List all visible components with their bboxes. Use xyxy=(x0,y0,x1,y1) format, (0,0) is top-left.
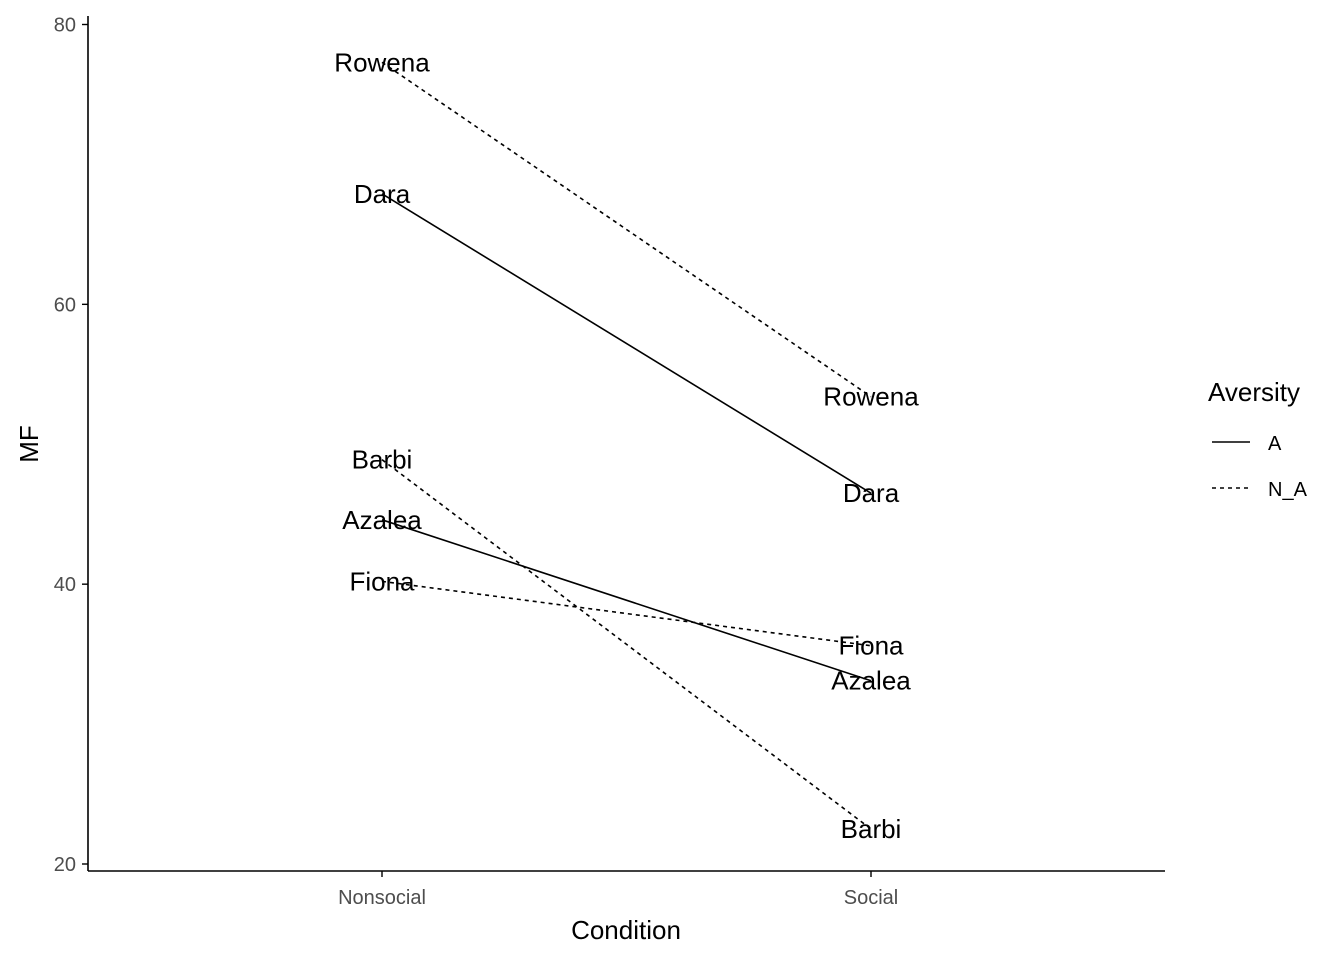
point-label-barbi: Barbi xyxy=(841,814,902,844)
point-label-fiona: Fiona xyxy=(838,631,904,661)
series-line-fiona xyxy=(381,580,872,647)
point-label-fiona: Fiona xyxy=(349,566,415,596)
point-label-dara: Dara xyxy=(354,179,411,209)
series-line-azalea xyxy=(381,519,872,682)
legend-title: Aversity xyxy=(1208,377,1300,407)
y-ticks: 20 40 60 80 xyxy=(54,15,88,876)
x-tick-label: Social xyxy=(844,887,898,909)
y-tick-label: 40 xyxy=(54,574,76,596)
y-axis-title: MF xyxy=(14,425,44,463)
plot-labels: Rowena Rowena Dara Dara Barbi Barbi Azalea Azal… xyxy=(334,47,919,844)
y-tick-label: 20 xyxy=(54,854,76,876)
x-ticks: Nonsocial Social xyxy=(338,871,898,909)
x-axis-title: Condition xyxy=(571,915,681,945)
legend-entries: A N_A xyxy=(1212,433,1308,501)
point-label-azalea: Azalea xyxy=(342,505,422,535)
plot-lines xyxy=(381,61,872,830)
point-label-barbi: Barbi xyxy=(352,445,413,475)
point-label-dara: Dara xyxy=(843,478,900,508)
series-line-rowena xyxy=(381,61,872,398)
point-label-azalea: Azalea xyxy=(831,666,911,696)
legend-label-n_a: N_A xyxy=(1268,479,1308,501)
series-line-dara xyxy=(381,193,872,494)
y-tick-label: 60 xyxy=(54,294,76,316)
point-label-rowena: Rowena xyxy=(334,47,430,77)
legend-label-a: A xyxy=(1268,433,1282,455)
series-line-barbi xyxy=(381,459,872,830)
x-tick-label: Nonsocial xyxy=(338,887,426,909)
point-label-rowena: Rowena xyxy=(823,382,919,412)
y-tick-label: 80 xyxy=(54,15,76,37)
legend: Aversity A N_A xyxy=(1208,377,1308,501)
